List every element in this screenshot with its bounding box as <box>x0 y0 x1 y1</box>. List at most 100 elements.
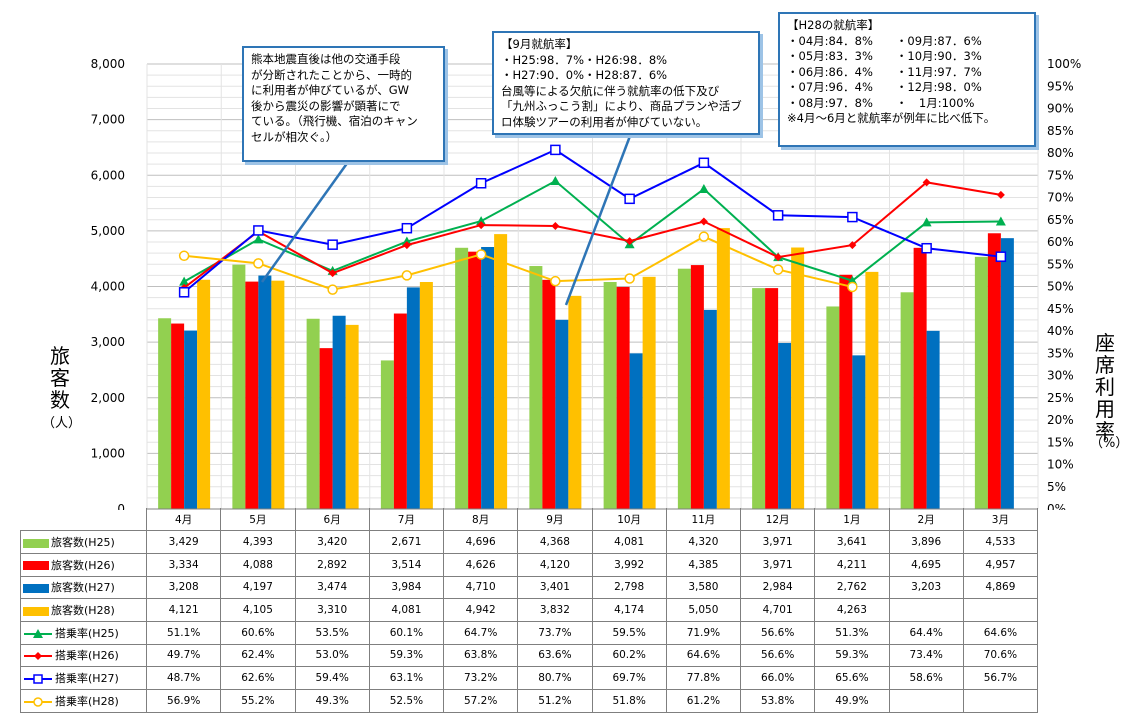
september-annotation: 【9月就航率】 ・H25:98．7%・H26:98．8% ・H27:90．0%・H2… <box>492 31 760 135</box>
y-left-tick-label: 8,000 <box>91 57 125 71</box>
line-搭乗率(H27) <box>183 148 1001 294</box>
table-cell: 49.3% <box>294 689 370 713</box>
table-cell <box>888 689 964 713</box>
bar-旅客数(H26) <box>765 288 779 509</box>
table-header-month: 11月 <box>665 508 742 532</box>
table-cell: 63.6% <box>517 643 593 668</box>
table-cell: 3,420 <box>294 530 370 554</box>
bar-旅客数(H25) <box>306 318 320 509</box>
point-搭乗率(H28) <box>624 273 635 284</box>
table-header-month: 12月 <box>739 508 816 532</box>
table-cell: 48.7% <box>145 666 222 690</box>
kumamoto-note-line: が分断されたことから、一時的 <box>251 67 412 82</box>
bar-旅客数(H28) <box>271 280 285 509</box>
point-搭乗率(H27) <box>772 210 784 221</box>
bar-旅客数(H27) <box>926 330 940 509</box>
table-cell: 2,798 <box>591 575 667 600</box>
table-header-month: 6月 <box>294 508 370 532</box>
table-cell: 51.2% <box>517 689 593 713</box>
table-row: 旅客数(H26) 3,334 4,088 2,892 3,514 4,626 4,120 3,… <box>20 552 1039 577</box>
bar-旅客数(H26) <box>690 265 704 509</box>
y-right-tick-label: 65% <box>1047 213 1074 227</box>
table-cell: 4,081 <box>368 598 445 622</box>
legend-line-swatch <box>24 628 52 638</box>
y-right-tick-label: 15% <box>1047 435 1074 449</box>
line-搭乗率(H28) <box>184 235 853 291</box>
kumamoto-note-line: 熊本地震直後は他の交通手段 <box>251 52 401 66</box>
table-cell: 4,197 <box>220 575 296 600</box>
point-搭乗率(H28) <box>550 275 561 287</box>
bar-旅客数(H25) <box>455 247 469 509</box>
table-cell: 4,533 <box>962 530 1039 554</box>
point-搭乗率(H28) <box>401 270 413 281</box>
bar-旅客数(H25) <box>677 268 691 509</box>
y-right-tick-label: 75% <box>1047 168 1074 182</box>
table-cell: 4,174 <box>591 598 667 622</box>
table-cell: 53.8% <box>739 689 816 713</box>
point-搭乗率(H26) <box>477 221 486 230</box>
y-right-tick-label: 35% <box>1047 346 1074 360</box>
table-cell: 51.3% <box>814 620 890 645</box>
legend-label: 旅客数(H27) <box>51 581 115 595</box>
table-cell: 80.7% <box>517 666 593 690</box>
y-right-tick-label: 90% <box>1047 102 1074 116</box>
legend-line-swatch <box>24 652 52 661</box>
bar-旅客数(H25) <box>529 266 543 509</box>
point-搭乗率(H25) <box>921 217 932 227</box>
legend-label: 搭乗率(H28) <box>55 694 119 708</box>
point-搭乗率(H27) <box>178 287 190 298</box>
y-right-tick-label: 20% <box>1047 413 1074 427</box>
table-header-month: 4月 <box>145 508 222 532</box>
point-搭乗率(H27) <box>253 225 264 236</box>
bar-旅客数(H26) <box>616 286 630 509</box>
point-搭乗率(H27) <box>327 239 338 250</box>
table-cell: 4,710 <box>442 575 519 600</box>
table-cell: 66.0% <box>739 666 816 690</box>
bar-旅客数(H28) <box>791 247 805 509</box>
table-cell: 73.2% <box>442 666 519 690</box>
table-cell: 4,957 <box>962 552 1039 577</box>
table-cell: 62.6% <box>220 666 296 690</box>
bar-旅客数(H27) <box>778 343 792 509</box>
bar-旅客数(H25) <box>603 281 617 509</box>
table-cell: 4,942 <box>442 598 519 622</box>
table-cell <box>962 598 1039 622</box>
september-note-line: 「九州ふっこう割」により、商品プランや活ブ <box>501 99 742 113</box>
table-cell: 64.7% <box>442 620 519 645</box>
table-cell: 3,984 <box>368 575 445 600</box>
point-搭乗率(H25) <box>179 276 190 286</box>
point-搭乗率(H25) <box>476 216 487 226</box>
table-row: 搭乗率(H25) 51.1% 60.6% 53.5% 60.1% 64.7% 73.7% 59… <box>20 620 1039 645</box>
h28-note-line: ・07月:96．4% ・12月:98．0% <box>787 80 982 94</box>
y-left-tick-label: 3,000 <box>91 335 125 349</box>
y-right-tick-label: 45% <box>1047 302 1074 316</box>
table-cell: 69.7% <box>591 666 667 690</box>
y-right-axis-unit: （%） <box>1090 436 1128 451</box>
table-cell: 60.6% <box>220 620 296 645</box>
point-搭乗率(H27) <box>401 222 413 234</box>
table-cell: 3,641 <box>814 530 890 554</box>
point-搭乗率(H28) <box>178 250 190 262</box>
table-cell: 57.2% <box>442 689 519 713</box>
table-cell: 3,474 <box>294 575 370 600</box>
legend-line-swatch <box>24 697 52 707</box>
september-note-line: ・H27:90．0%・H28:87．6% <box>501 68 668 82</box>
table-cell: 3,992 <box>591 552 667 577</box>
table-cell: 64.6% <box>665 643 742 668</box>
table-cell: 4,393 <box>220 530 296 554</box>
table-cell: 62.4% <box>220 643 296 668</box>
bar-旅客数(H26) <box>987 233 1001 509</box>
point-搭乗率(H28) <box>475 249 487 260</box>
point-搭乗率(H26) <box>848 241 857 250</box>
table-row: 搭乗率(H28) 56.9% 55.2% 49.3% 52.5% 57.2% 51.2% 51… <box>20 689 1039 713</box>
table-cell: 49.9% <box>814 689 890 713</box>
table-cell: 59.4% <box>294 666 370 690</box>
legend-label: 搭乗率(H27) <box>55 672 119 686</box>
table-cell: 77.8% <box>665 666 742 690</box>
legend-entry: 旅客数(H25) <box>20 530 147 554</box>
h28-note-line: ※4月～6月と就航率が例年に比べ低下。 <box>787 111 996 125</box>
y-right-axis-label: 座席利用率 <box>1095 331 1115 443</box>
bar-旅客数(H27) <box>555 319 569 509</box>
table-row: 旅客数(H25) 3,429 4,393 3,420 2,671 4,696 4,368 4,… <box>20 530 1039 554</box>
point-搭乗率(H28) <box>772 264 784 275</box>
